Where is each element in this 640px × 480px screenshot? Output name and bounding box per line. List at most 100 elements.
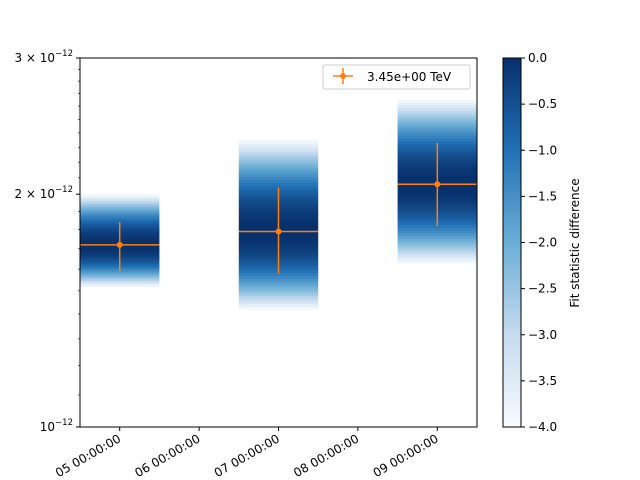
profile-cell [80, 275, 160, 278]
profile-cell [80, 208, 160, 211]
profile-cell [80, 198, 160, 201]
legend-marker-dot [340, 73, 346, 79]
profile-cell [80, 214, 160, 217]
profile-cell [238, 281, 319, 285]
profile-cell [238, 148, 319, 152]
profile-cell [397, 254, 477, 259]
profile-cell [238, 292, 319, 296]
profile-cell [238, 289, 319, 293]
profile-cell [397, 126, 477, 131]
colorbar-tick-label: −0.5 [528, 97, 557, 111]
profile-cell [397, 249, 477, 253]
profile-cell [80, 277, 160, 280]
profile-cell [397, 224, 477, 229]
profile-cell [80, 272, 160, 275]
profile-cell [238, 182, 319, 186]
profile-cell [80, 280, 160, 283]
flux-points [80, 142, 477, 274]
profile-cell [80, 195, 160, 198]
profile-cell [397, 238, 477, 242]
x-tick-label: 07 00:00:00 [212, 431, 282, 480]
profile-cell [397, 235, 477, 240]
profile-cell [397, 115, 477, 120]
colorbar-tick-label: −3.5 [528, 374, 557, 388]
x-tick-label: 05 00:00:00 [53, 431, 123, 480]
profile-cell [397, 252, 477, 256]
x-tick-label: 06 00:00:00 [132, 431, 202, 480]
x-tick-label: 09 00:00:00 [371, 431, 441, 480]
profile-cell [238, 151, 319, 155]
profile-cell [238, 272, 319, 276]
profile-cell [238, 286, 319, 291]
x-tick-label: 08 00:00:00 [291, 431, 361, 480]
profile-cell [397, 135, 477, 139]
profile-cell [397, 232, 477, 237]
profile-cell [397, 257, 477, 261]
colorbar-ticks: 0.0 −0.5 −1.0 −1.5 −2.0 −2.5 −3.0 −3.5 −4.0 [521, 51, 557, 434]
data-point [434, 181, 441, 188]
profile-cell [238, 145, 319, 150]
y-tick-label: 3 × 10−12 [14, 49, 73, 65]
profile-cell [80, 209, 160, 212]
profile-cell [238, 303, 319, 308]
profile-cell [238, 165, 319, 169]
profile-cell [397, 227, 477, 231]
legend-frame [322, 64, 471, 90]
profile-cell [397, 105, 477, 109]
profile-cell [80, 281, 160, 284]
profile-cell [397, 140, 477, 144]
profile-cell [80, 197, 160, 200]
profile-cell [80, 283, 160, 286]
colorbar: 0.0 −0.5 −1.0 −1.5 −2.0 −2.5 −3.0 −3.5 −4.0 Fit … [502, 51, 582, 434]
legend: 3.45e+00 TeV [322, 64, 471, 90]
profile-cell [397, 260, 477, 264]
colorbar-gradient [502, 57, 522, 428]
flux-point [238, 187, 319, 274]
profile-cell [238, 306, 319, 310]
profile-cell [238, 168, 319, 172]
profile-cell [80, 218, 160, 221]
colorbar-tick-label: −1.0 [528, 143, 557, 157]
profile-cell [397, 129, 477, 133]
x-axis: 05 00:00:00 06 00:00:00 07 00:00:00 08 00:0… [53, 427, 441, 480]
profile-cell [238, 171, 319, 175]
profile-cell [238, 295, 319, 299]
profile-cell [238, 275, 319, 279]
profile-cell [80, 204, 160, 208]
y-tick-label: 10−12 [40, 418, 73, 434]
data-point [275, 228, 282, 235]
profile-cell [238, 283, 319, 288]
profile-cell [80, 203, 160, 206]
colorbar-tick-label: −1.5 [528, 189, 557, 203]
profile-cell [397, 246, 477, 250]
profile-cell [238, 278, 319, 282]
colorbar-label: Fit statistic difference [568, 178, 582, 307]
profile-cell [80, 206, 160, 209]
profile-cell [397, 124, 477, 128]
y-axis: 10−12 2 × 10−12 3 × 10−12 [14, 49, 80, 434]
profile-cell [397, 132, 477, 136]
profile-cell [397, 121, 477, 125]
y-tick-label: 2 × 10−12 [14, 185, 73, 201]
colorbar-tick-label: 0.0 [528, 51, 547, 65]
profile-cell [397, 99, 477, 103]
flux-point [80, 222, 160, 272]
profile-cell [238, 173, 319, 178]
profile-cell [80, 201, 160, 205]
profile-cell [397, 113, 477, 117]
profile-cell [397, 241, 477, 245]
profile-cell [238, 142, 319, 147]
profile-cell [80, 220, 160, 223]
profile-cell [80, 284, 160, 287]
profile-cell [80, 278, 160, 281]
profile-cell [80, 274, 160, 277]
data-point [116, 241, 123, 248]
profile-cell [238, 159, 319, 164]
profile-cell [238, 162, 319, 167]
profile-cell [238, 156, 319, 161]
colorbar-tick-label: −4.0 [528, 420, 557, 434]
profile-cell [80, 271, 160, 274]
profile-cell [80, 217, 160, 220]
profile-cell [80, 194, 160, 197]
profile-cell [397, 118, 477, 123]
